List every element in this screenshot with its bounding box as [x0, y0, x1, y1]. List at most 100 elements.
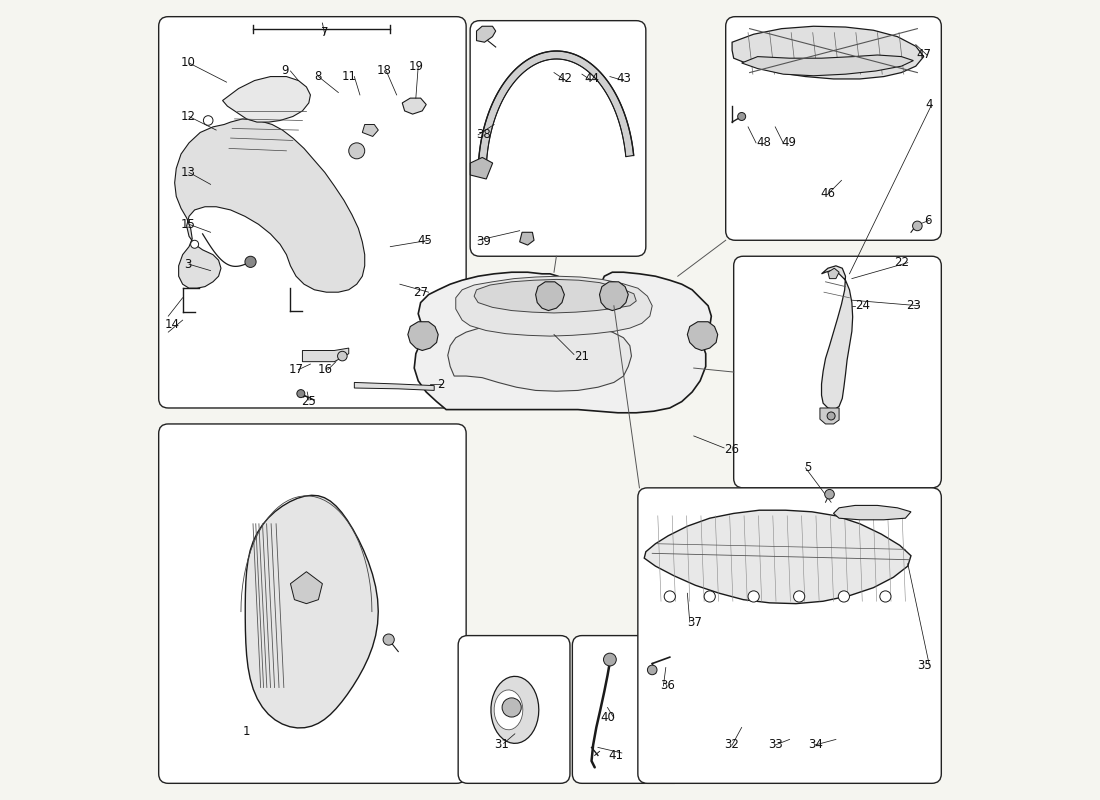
- Text: 22: 22: [894, 256, 910, 269]
- Text: 40: 40: [601, 711, 616, 724]
- FancyBboxPatch shape: [158, 17, 466, 408]
- Polygon shape: [302, 348, 349, 362]
- Circle shape: [838, 591, 849, 602]
- Polygon shape: [415, 272, 712, 413]
- Text: 4: 4: [926, 98, 933, 111]
- Text: 46: 46: [821, 187, 835, 201]
- Polygon shape: [491, 676, 539, 743]
- Polygon shape: [408, 322, 438, 350]
- Text: 7: 7: [321, 26, 329, 39]
- FancyBboxPatch shape: [726, 17, 942, 240]
- Polygon shape: [536, 282, 564, 310]
- Polygon shape: [828, 268, 839, 278]
- Circle shape: [204, 116, 213, 126]
- Polygon shape: [403, 98, 426, 114]
- Circle shape: [245, 256, 256, 267]
- FancyBboxPatch shape: [158, 424, 466, 783]
- Circle shape: [190, 240, 199, 248]
- Text: 9: 9: [282, 65, 288, 78]
- Text: 15: 15: [182, 218, 196, 231]
- Text: 37: 37: [688, 615, 702, 629]
- Circle shape: [748, 591, 759, 602]
- Text: 1: 1: [242, 725, 250, 738]
- Text: 26: 26: [724, 443, 739, 456]
- Polygon shape: [820, 408, 839, 424]
- Polygon shape: [822, 266, 853, 410]
- Polygon shape: [448, 322, 631, 391]
- Polygon shape: [362, 125, 378, 137]
- Text: 18: 18: [376, 65, 392, 78]
- Polygon shape: [245, 495, 378, 728]
- Text: 11: 11: [341, 70, 356, 83]
- Text: 32: 32: [725, 738, 739, 751]
- Polygon shape: [834, 506, 911, 520]
- Polygon shape: [519, 232, 534, 245]
- Text: 38: 38: [476, 128, 492, 142]
- Text: 12: 12: [182, 110, 196, 123]
- Polygon shape: [478, 51, 634, 167]
- Circle shape: [827, 412, 835, 420]
- Text: 35: 35: [917, 658, 932, 672]
- Circle shape: [502, 698, 521, 717]
- Polygon shape: [600, 282, 628, 310]
- Circle shape: [604, 653, 616, 666]
- Text: 13: 13: [182, 166, 196, 179]
- Text: 25: 25: [301, 395, 317, 408]
- FancyBboxPatch shape: [459, 635, 570, 783]
- Text: 24: 24: [855, 299, 870, 312]
- Text: 8: 8: [315, 70, 322, 83]
- Circle shape: [338, 351, 348, 361]
- Text: 36: 36: [660, 679, 675, 693]
- Circle shape: [704, 591, 715, 602]
- FancyBboxPatch shape: [470, 21, 646, 256]
- Text: 16: 16: [317, 363, 332, 376]
- Text: 45: 45: [417, 234, 432, 246]
- Text: 47: 47: [916, 49, 932, 62]
- Polygon shape: [471, 158, 493, 179]
- Text: 41: 41: [608, 749, 624, 762]
- Text: 19: 19: [408, 60, 424, 73]
- Text: 34: 34: [807, 738, 823, 751]
- Polygon shape: [474, 279, 636, 313]
- Polygon shape: [175, 119, 365, 292]
- Circle shape: [349, 143, 365, 159]
- Circle shape: [664, 591, 675, 602]
- FancyBboxPatch shape: [734, 256, 942, 488]
- Text: 2: 2: [437, 378, 444, 390]
- Polygon shape: [741, 55, 913, 76]
- Text: 31: 31: [495, 738, 509, 751]
- Circle shape: [297, 390, 305, 398]
- FancyBboxPatch shape: [638, 488, 942, 783]
- Text: 48: 48: [756, 136, 771, 150]
- Text: 43: 43: [616, 73, 631, 86]
- Text: 14: 14: [165, 318, 180, 330]
- Polygon shape: [733, 26, 924, 79]
- Text: 33: 33: [768, 738, 782, 751]
- Circle shape: [793, 591, 805, 602]
- Text: 39: 39: [476, 235, 492, 248]
- Polygon shape: [354, 382, 434, 390]
- Circle shape: [880, 591, 891, 602]
- Polygon shape: [476, 26, 496, 42]
- Text: 21: 21: [574, 350, 589, 362]
- Polygon shape: [290, 572, 322, 604]
- FancyBboxPatch shape: [572, 635, 684, 783]
- Text: 44: 44: [584, 73, 600, 86]
- Circle shape: [738, 113, 746, 121]
- Text: 27: 27: [414, 286, 429, 298]
- Polygon shape: [222, 77, 310, 122]
- Text: 6: 6: [924, 214, 932, 227]
- Polygon shape: [645, 510, 911, 604]
- Circle shape: [913, 221, 922, 230]
- Text: 42: 42: [557, 73, 572, 86]
- Circle shape: [383, 634, 394, 645]
- Circle shape: [825, 490, 834, 499]
- Polygon shape: [455, 276, 652, 336]
- Text: 49: 49: [782, 136, 796, 150]
- Text: 3: 3: [184, 258, 191, 270]
- Polygon shape: [494, 690, 522, 730]
- Circle shape: [648, 665, 657, 674]
- Text: 10: 10: [182, 57, 196, 70]
- Polygon shape: [688, 322, 717, 350]
- Text: 17: 17: [288, 363, 304, 376]
